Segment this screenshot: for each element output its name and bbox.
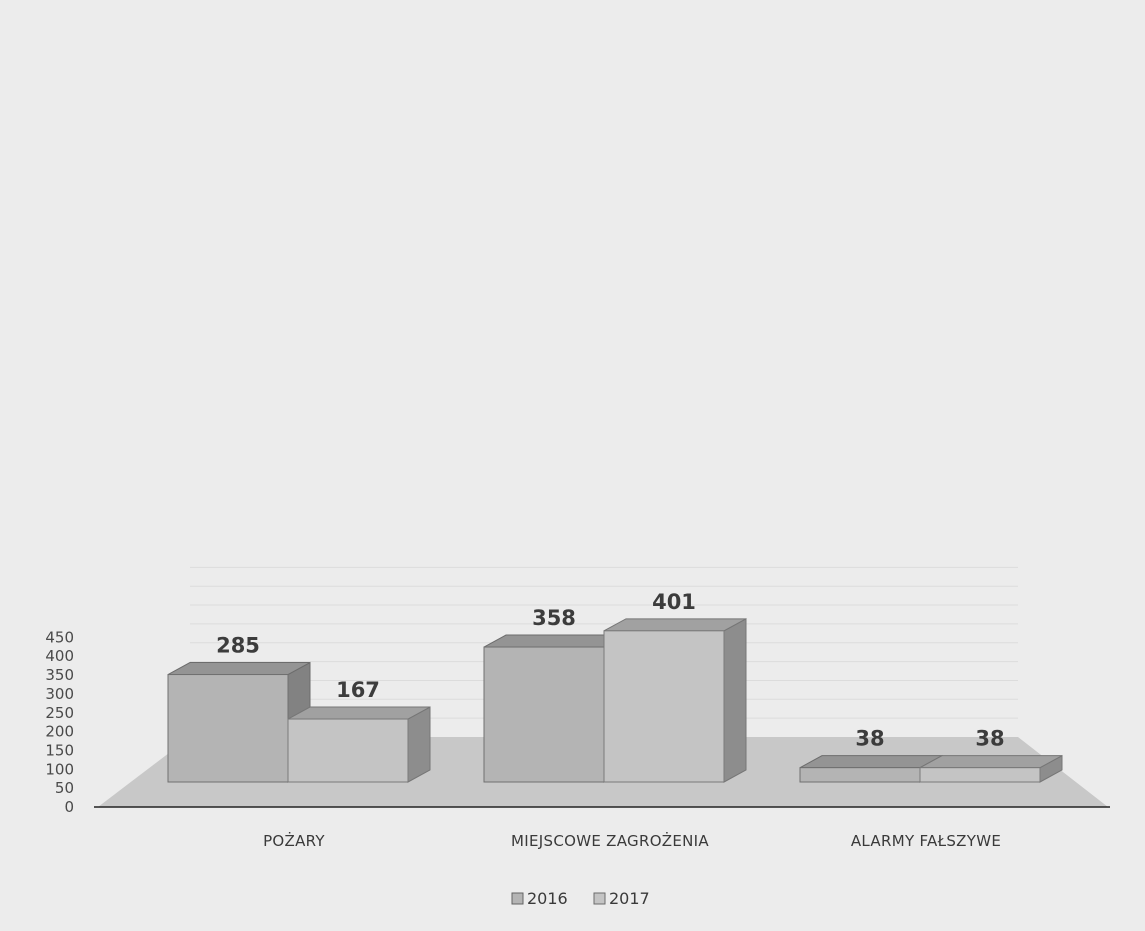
bar (603, 630, 725, 783)
bar-side (407, 706, 431, 783)
bar (919, 767, 1041, 783)
legend-swatch (511, 892, 524, 905)
y-tick-label: 400 (45, 647, 74, 665)
y-tick-label: 50 (55, 779, 74, 797)
y-tick-label: 250 (45, 704, 74, 722)
y-tick-label: 300 (45, 685, 74, 703)
y-tick-label: 100 (45, 760, 74, 778)
category-label: ALARMY FAŁSZYWE (851, 832, 1001, 850)
bar-side (723, 617, 747, 783)
bar (483, 646, 605, 783)
y-tick-label: 200 (45, 723, 74, 741)
y-tick-label: 350 (45, 666, 74, 684)
data-label: 38 (855, 727, 884, 751)
data-label: 38 (975, 727, 1004, 751)
category-label: MIEJSCOWE ZAGROŻENIA (511, 831, 709, 850)
bar-top (919, 755, 1063, 769)
bar-top (799, 755, 943, 769)
data-label: 401 (652, 590, 696, 614)
data-label: 358 (532, 606, 576, 630)
bar-top (287, 706, 431, 720)
data-label: 167 (336, 678, 380, 702)
bar (167, 674, 289, 783)
bar (287, 718, 409, 783)
category-label: POŻARY (263, 831, 325, 850)
data-label: 285 (216, 634, 260, 658)
legend-label: 2016 (527, 889, 568, 908)
y-tick-label: 450 (45, 628, 74, 646)
bar (799, 767, 921, 783)
legend-label: 2017 (609, 889, 650, 908)
bar-top (603, 618, 747, 632)
bar-top (167, 662, 311, 676)
y-tick-label: 0 (64, 798, 74, 816)
legend-swatch (593, 892, 606, 905)
y-tick-label: 150 (45, 741, 74, 759)
